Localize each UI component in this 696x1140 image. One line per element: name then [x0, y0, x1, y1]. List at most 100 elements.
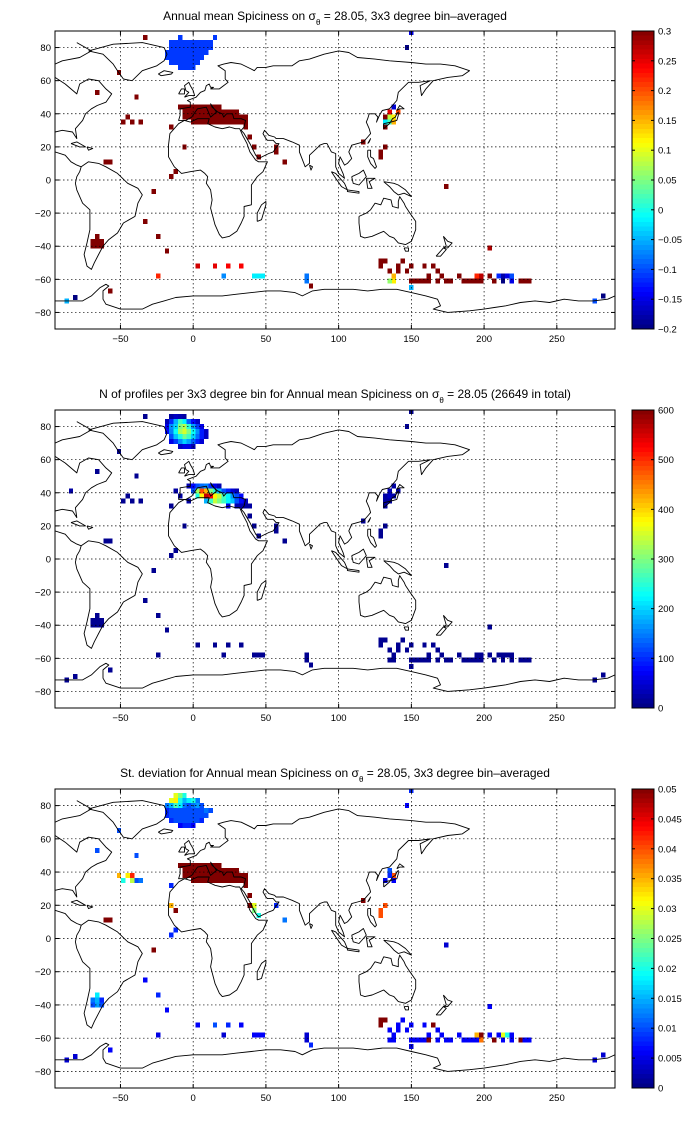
colorbar-swatch [632, 305, 654, 311]
coastline [256, 959, 267, 981]
coastline [367, 149, 377, 169]
bin-cell [169, 419, 174, 425]
bin-cell [173, 818, 178, 824]
title-subscript: θ [359, 775, 364, 784]
colorbar-tick-label: −0.1 [658, 265, 677, 276]
colorbar-swatch [632, 138, 654, 144]
bin-cell [304, 1037, 309, 1043]
bin-cell [417, 1037, 423, 1043]
coastline [358, 954, 417, 1004]
colorbar-swatch [632, 943, 654, 949]
bin-cell [391, 493, 397, 499]
bin-cell [151, 568, 157, 574]
colorbar-tick-label: 600 [658, 406, 674, 417]
bin-cell [182, 114, 187, 120]
colorbar-swatch [632, 410, 654, 416]
bin-cell [457, 273, 462, 279]
bin-cell [204, 434, 209, 439]
colorbar-swatch [632, 999, 654, 1005]
bin-cell [487, 245, 493, 251]
colorbar-swatch [632, 614, 654, 621]
x-tick-label: 150 [403, 713, 419, 724]
bin-cell [234, 872, 239, 878]
bin-cell [182, 808, 187, 814]
bin-cell [383, 119, 388, 125]
bin-cell [191, 813, 196, 819]
bin-cell [217, 114, 222, 120]
y-tick-label: −40 [35, 1000, 51, 1011]
bin-cell [409, 278, 414, 284]
colorbar-swatch [632, 433, 654, 439]
coastline [367, 908, 377, 928]
colorbar-tick-label: 0.025 [658, 934, 682, 945]
colorbar-swatch [632, 484, 654, 490]
bin-cell [186, 434, 191, 439]
y-tick-label: −60 [35, 1034, 51, 1045]
bin-cell [601, 1052, 606, 1058]
bin-cell [304, 278, 309, 284]
chart-title: Annual mean Spiciness on σθ = 28.05, 3x3… [163, 9, 507, 27]
bin-cell [391, 1032, 397, 1038]
bin-cell [173, 808, 178, 814]
bin-cell [199, 488, 205, 494]
colorbar-swatch [632, 498, 654, 504]
bin-cell [435, 657, 440, 663]
colorbar-swatch [632, 1050, 654, 1056]
x-tick-label: 50 [261, 334, 272, 345]
bin-cell [256, 273, 261, 279]
bin-cell [169, 439, 174, 444]
bin-cell [470, 657, 475, 663]
coastline [383, 111, 399, 130]
bin-cell [457, 652, 462, 658]
colorbar-swatch [632, 133, 654, 139]
colorbar-swatch [632, 929, 654, 935]
colorbar-swatch [632, 1013, 654, 1019]
y-tick-label: −80 [35, 308, 51, 319]
bin-cell [199, 104, 205, 110]
bin-cell [173, 60, 178, 65]
bin-cell [129, 872, 135, 878]
bin-cell [256, 652, 261, 658]
x-tick-label: 200 [476, 1093, 492, 1104]
bin-cell [243, 882, 248, 888]
bin-cell [239, 1022, 244, 1028]
bin-cell [230, 114, 235, 120]
bin-cell [239, 493, 244, 499]
colorbar-swatch [632, 470, 654, 476]
y-tick-label: 20 [40, 521, 51, 532]
bin-cell [234, 498, 239, 504]
colorbar-swatch [632, 985, 654, 991]
bin-cell [199, 439, 205, 444]
colorbar-swatch [632, 831, 654, 837]
bin-cell [230, 493, 235, 499]
bin-cell [177, 55, 183, 60]
coastline [168, 876, 268, 998]
bin-cell [426, 278, 431, 284]
bin-cell [387, 872, 392, 878]
coastline [346, 189, 360, 194]
bin-cell [212, 35, 218, 41]
bin-cell [413, 657, 418, 663]
colorbar-swatch [632, 961, 654, 968]
bin-cell [121, 119, 126, 125]
bin-cell [182, 813, 187, 819]
colorbar-swatch [632, 259, 654, 265]
bin-cell [134, 94, 139, 100]
bin-cell [518, 1037, 523, 1043]
bin-cell [247, 513, 253, 519]
bin-cell [252, 652, 257, 658]
coastline [178, 429, 470, 558]
bin-cell [435, 268, 440, 274]
bin-cell [182, 443, 187, 449]
coastline [309, 923, 313, 929]
bin-cell [182, 109, 187, 115]
bin-cell [492, 278, 497, 284]
bin-cell [234, 119, 239, 125]
bin-cell [505, 652, 510, 658]
chart-title: N of profiles per 3x3 degree bin for Ann… [99, 387, 571, 405]
bin-cell [239, 877, 244, 883]
bin-cell [173, 813, 178, 819]
colorbar-swatch [632, 896, 654, 902]
y-tick-label: 40 [40, 488, 51, 499]
